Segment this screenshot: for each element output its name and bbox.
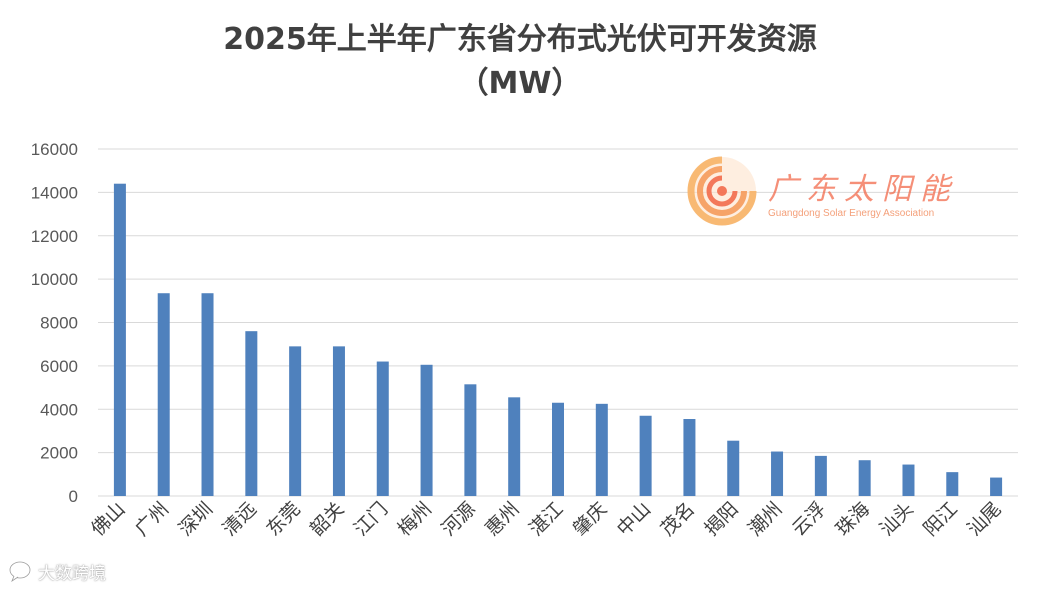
chart-title: 2025年上半年广东省分布式光伏可开发资源 （MW） [0,18,1040,106]
x-tick-label: 东莞 [262,498,304,540]
bar [595,403,608,496]
logo-subtitle: Guangdong Solar Energy Association [768,208,935,219]
x-tick-label: 惠州 [481,498,523,540]
bar [858,460,871,496]
x-tick-label: 湛江 [525,498,567,540]
x-tick-label: 梅州 [394,498,436,540]
y-tick-label: 4000 [40,400,78,419]
bar [376,361,389,496]
y-tick-label: 14000 [31,183,78,202]
bar [552,402,564,496]
x-tick-label: 汕尾 [963,498,1005,540]
x-tick-label: 阳江 [919,498,961,540]
bar [990,477,1003,496]
bar [420,364,433,496]
x-tick-label: 茂名 [657,498,699,540]
y-tick-label: 10000 [31,270,78,289]
bar [814,455,827,496]
bar [902,464,915,496]
x-tick-label: 珠海 [832,498,874,540]
bar [201,293,214,496]
bar [771,451,784,496]
x-tick-label: 韶关 [306,498,348,540]
y-tick-label: 12000 [31,227,78,246]
sun-swirl-logo-icon [687,156,757,226]
bar [464,384,477,496]
chart-title-line1: 2025年上半年广东省分布式光伏可开发资源 [223,22,817,57]
bar [683,419,696,496]
bar [332,346,345,496]
bar [508,397,521,496]
chart-title-line2: （MW） [458,66,582,101]
x-tick-label: 汕头 [876,498,918,540]
bar [946,472,959,496]
bar [113,183,126,496]
y-tick-label: 16000 [31,140,78,159]
bar [727,440,740,496]
x-tick-label: 广州 [131,498,173,540]
y-tick-label: 2000 [40,444,78,463]
x-tick-label: 佛山 [87,498,129,540]
association-logo: 广东太阳能 Guangdong Solar Energy Association [682,152,982,232]
x-tick-label: 深圳 [175,498,217,540]
watermark-text: 大数跨境 [38,563,106,584]
x-tick-label: 云浮 [788,498,830,540]
x-tick-label: 潮州 [744,498,786,540]
x-tick-label: 河源 [437,498,479,540]
x-tick-label: 揭阳 [700,498,742,540]
bar [639,415,652,496]
chat-bubble-icon [8,560,32,582]
source-watermark: 大数跨境 [8,558,106,584]
y-tick-label: 8000 [40,314,78,333]
x-tick-label: 江门 [350,498,392,540]
bar [157,293,170,496]
x-tick-label: 中山 [613,498,655,540]
logo-name: 广东太阳能 [768,172,958,207]
y-tick-label: 0 [69,487,78,506]
bar [289,346,302,496]
bar [245,331,258,496]
y-tick-label: 6000 [40,357,78,376]
x-tick-label: 肇庆 [569,498,611,540]
x-tick-label: 清远 [218,498,260,540]
